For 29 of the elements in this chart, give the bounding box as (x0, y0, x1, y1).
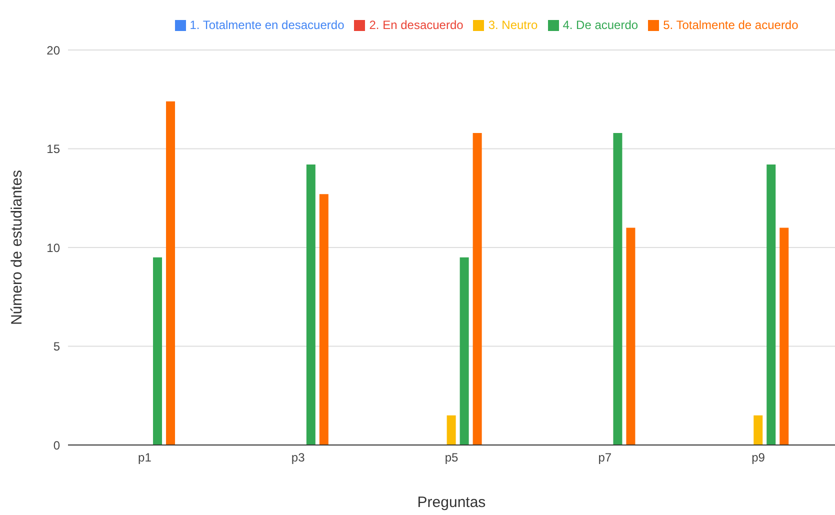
bar (472, 132, 482, 445)
y-tick-label: 0 (53, 438, 60, 452)
bar (319, 194, 328, 445)
bar (780, 228, 789, 445)
bar (613, 132, 622, 445)
y-tick-label: 5 (53, 340, 60, 354)
bar (153, 257, 162, 445)
legend-label: 1. Totalmente en desacuerdo (190, 18, 344, 32)
legend-label: 3. Neutro (488, 18, 538, 32)
y-tick-label: 15 (46, 142, 60, 156)
y-tick-label: 10 (46, 240, 60, 255)
bar (446, 415, 456, 445)
legend-label: 2. En desacuerdo (369, 18, 464, 32)
x-tick-label: p3 (291, 450, 306, 465)
bar (766, 164, 776, 445)
y-axis-title: Número de estudiantes (8, 170, 26, 326)
x-axis-title: Preguntas (417, 494, 486, 511)
x-tick-label: p5 (444, 450, 458, 465)
x-tick-label: p7 (598, 450, 612, 465)
x-tick-label: p9 (752, 450, 766, 465)
bar (166, 101, 176, 445)
bar (460, 257, 469, 445)
bar (754, 415, 763, 445)
bar (626, 228, 636, 445)
bar (306, 164, 316, 445)
legend-label: 4. De acuerdo (562, 18, 638, 32)
y-tick-label: 20 (46, 43, 60, 58)
legend-label: 5. Totalmente de acuerdo (663, 18, 798, 32)
x-tick-label: p1 (138, 450, 152, 465)
